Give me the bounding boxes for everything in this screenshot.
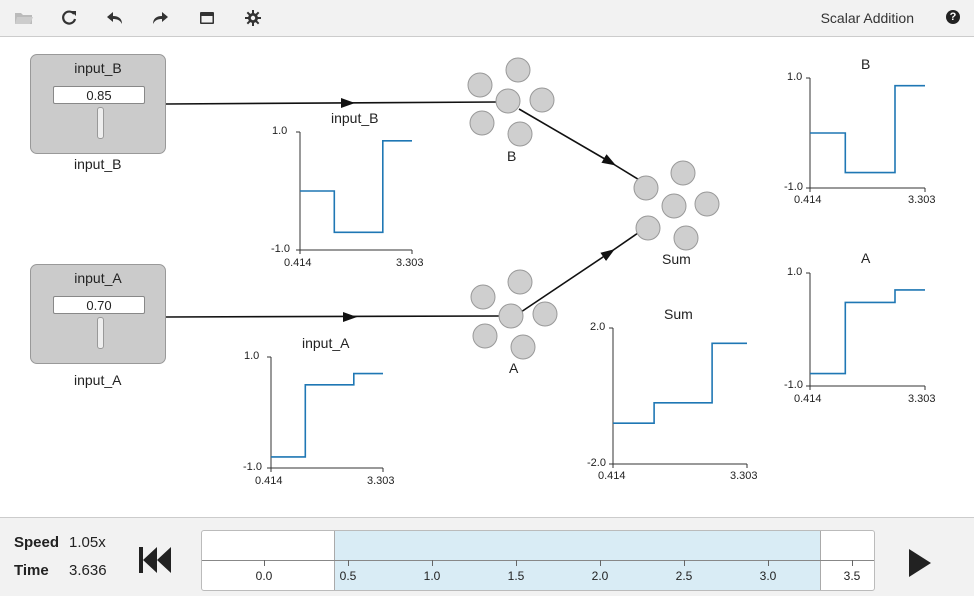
slider-handle[interactable] [97, 317, 104, 349]
play-icon[interactable] [907, 548, 933, 583]
timeline-tick-label: 1.0 [423, 569, 441, 583]
plot-title-A: A [861, 250, 871, 266]
timeline-tick-label: 0.0 [255, 569, 273, 583]
connection-A-Sum [520, 249, 615, 313]
plot-axes-A [806, 272, 926, 390]
plot-title-input_B: input_B [331, 110, 379, 126]
timeline-tick [348, 560, 349, 566]
timeline-tick-label: 3.5 [843, 569, 861, 583]
connection-B-Sum [518, 108, 617, 166]
ensemble-label-B: B [507, 148, 517, 164]
ensemble-B [467, 57, 555, 147]
time-label: Time [14, 562, 49, 579]
ensemble-label-Sum: Sum [662, 251, 691, 267]
slider-value-field[interactable]: 0.70 [53, 296, 145, 314]
timeline-tick [768, 560, 769, 566]
timeline-tick [684, 560, 685, 566]
redo-icon[interactable] [147, 6, 173, 30]
plot-line-input_B [300, 140, 412, 234]
reset-icon[interactable] [138, 546, 172, 579]
time-value: 3.636 [69, 562, 107, 579]
network-connections [165, 57, 926, 472]
slider-handle[interactable] [97, 107, 104, 139]
tick-xmax: 3.303 [367, 475, 395, 487]
undo-icon[interactable] [102, 6, 128, 30]
arrowhead [343, 312, 357, 322]
timeline[interactable]: 0.0 0.5 1.0 1.5 2.0 2.5 3.0 3.5 [201, 530, 875, 591]
timeline-tick [264, 560, 265, 566]
help-icon[interactable]: ? [946, 10, 960, 24]
ensemble-Sum [633, 160, 720, 251]
tick-ymin: -2.0 [587, 457, 606, 469]
timeline-tick-label: 0.5 [339, 569, 357, 583]
connection-input_A-A [165, 315, 501, 318]
slider-title: input_B [74, 60, 122, 76]
ensemble-A [470, 269, 558, 360]
simulation-controls: Speed 1.05x Time 3.636 0.0 0.5 1.0 1.5 2.0 2.… [0, 517, 974, 596]
plot-title-Sum: Sum [664, 306, 693, 322]
plot-axes-B [806, 77, 926, 192]
network-canvas[interactable]: input_B 0.85 input_B input_A 0.70 input_… [0, 37, 974, 516]
tick-ymax: 1.0 [787, 266, 803, 278]
plot-line-A [810, 289, 925, 375]
tick-ymax: 1.0 [787, 71, 803, 83]
connection-input_B-B [165, 101, 498, 105]
timeline-tick [600, 560, 601, 566]
plot-title-input_A: input_A [302, 335, 350, 351]
toolbar: Scalar Addition ? [0, 0, 974, 37]
speed-value: 1.05x [69, 534, 106, 551]
tick-xmax: 3.303 [730, 470, 758, 482]
timeline-tick-label: 1.5 [507, 569, 525, 583]
tick-ymin: -1.0 [784, 379, 803, 391]
timeline-axis [202, 560, 874, 561]
plot-title-B: B [861, 56, 871, 72]
tick-ymin: -1.0 [784, 181, 803, 193]
timeline-tick-label: 2.5 [675, 569, 693, 583]
plot-line-input_A [271, 372, 383, 458]
slider-value-field[interactable]: 0.85 [53, 86, 145, 104]
arrowhead [341, 98, 355, 108]
plot-axes-input_B [296, 131, 413, 254]
plot-line-B [810, 84, 925, 174]
tick-xmax: 3.303 [396, 257, 424, 269]
node-label-input_A: input_A [74, 372, 122, 388]
tick-xmax: 3.303 [908, 393, 936, 405]
slider-input_A[interactable]: input_A 0.70 [30, 264, 166, 364]
gear-icon[interactable] [240, 6, 266, 30]
tick-xmin: 0.414 [284, 257, 312, 269]
plot-axes-Sum [609, 327, 748, 468]
timeline-tick [432, 560, 433, 566]
timeline-tick-label: 2.0 [591, 569, 609, 583]
timeline-tick [516, 560, 517, 566]
tick-xmin: 0.414 [255, 475, 283, 487]
model-title: Scalar Addition [820, 10, 914, 26]
tick-xmax: 3.303 [908, 194, 936, 206]
tick-xmin: 0.414 [794, 393, 822, 405]
tick-ymax: 1.0 [272, 125, 288, 137]
timeline-tick-label: 3.0 [759, 569, 777, 583]
ensemble-label-A: A [509, 360, 519, 376]
tick-ymax: 2.0 [590, 321, 606, 333]
tick-ymax: 1.0 [244, 350, 260, 362]
slider-title: input_A [74, 270, 122, 286]
slider-input_B[interactable]: input_B 0.85 [30, 54, 166, 154]
plot-line-Sum [613, 342, 747, 425]
node-label-input_B: input_B [74, 156, 122, 172]
tick-xmin: 0.414 [598, 470, 626, 482]
timeline-tick [852, 560, 853, 566]
tick-xmin: 0.414 [794, 194, 822, 206]
speed-label: Speed [14, 534, 60, 551]
plot-axes-input_A [267, 356, 384, 472]
console-icon[interactable] [194, 6, 220, 30]
tick-ymin: -1.0 [243, 461, 262, 473]
refresh-icon[interactable] [56, 6, 82, 30]
tick-ymin: -1.0 [271, 243, 290, 255]
folder-icon[interactable] [11, 6, 37, 30]
